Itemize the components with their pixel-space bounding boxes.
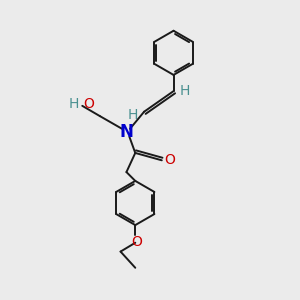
Text: O: O (131, 236, 142, 249)
Text: H: H (127, 108, 138, 122)
Text: O: O (84, 98, 94, 111)
Text: H: H (180, 84, 190, 98)
Text: H: H (68, 98, 79, 111)
Text: N: N (119, 123, 134, 141)
Text: O: O (165, 153, 176, 167)
